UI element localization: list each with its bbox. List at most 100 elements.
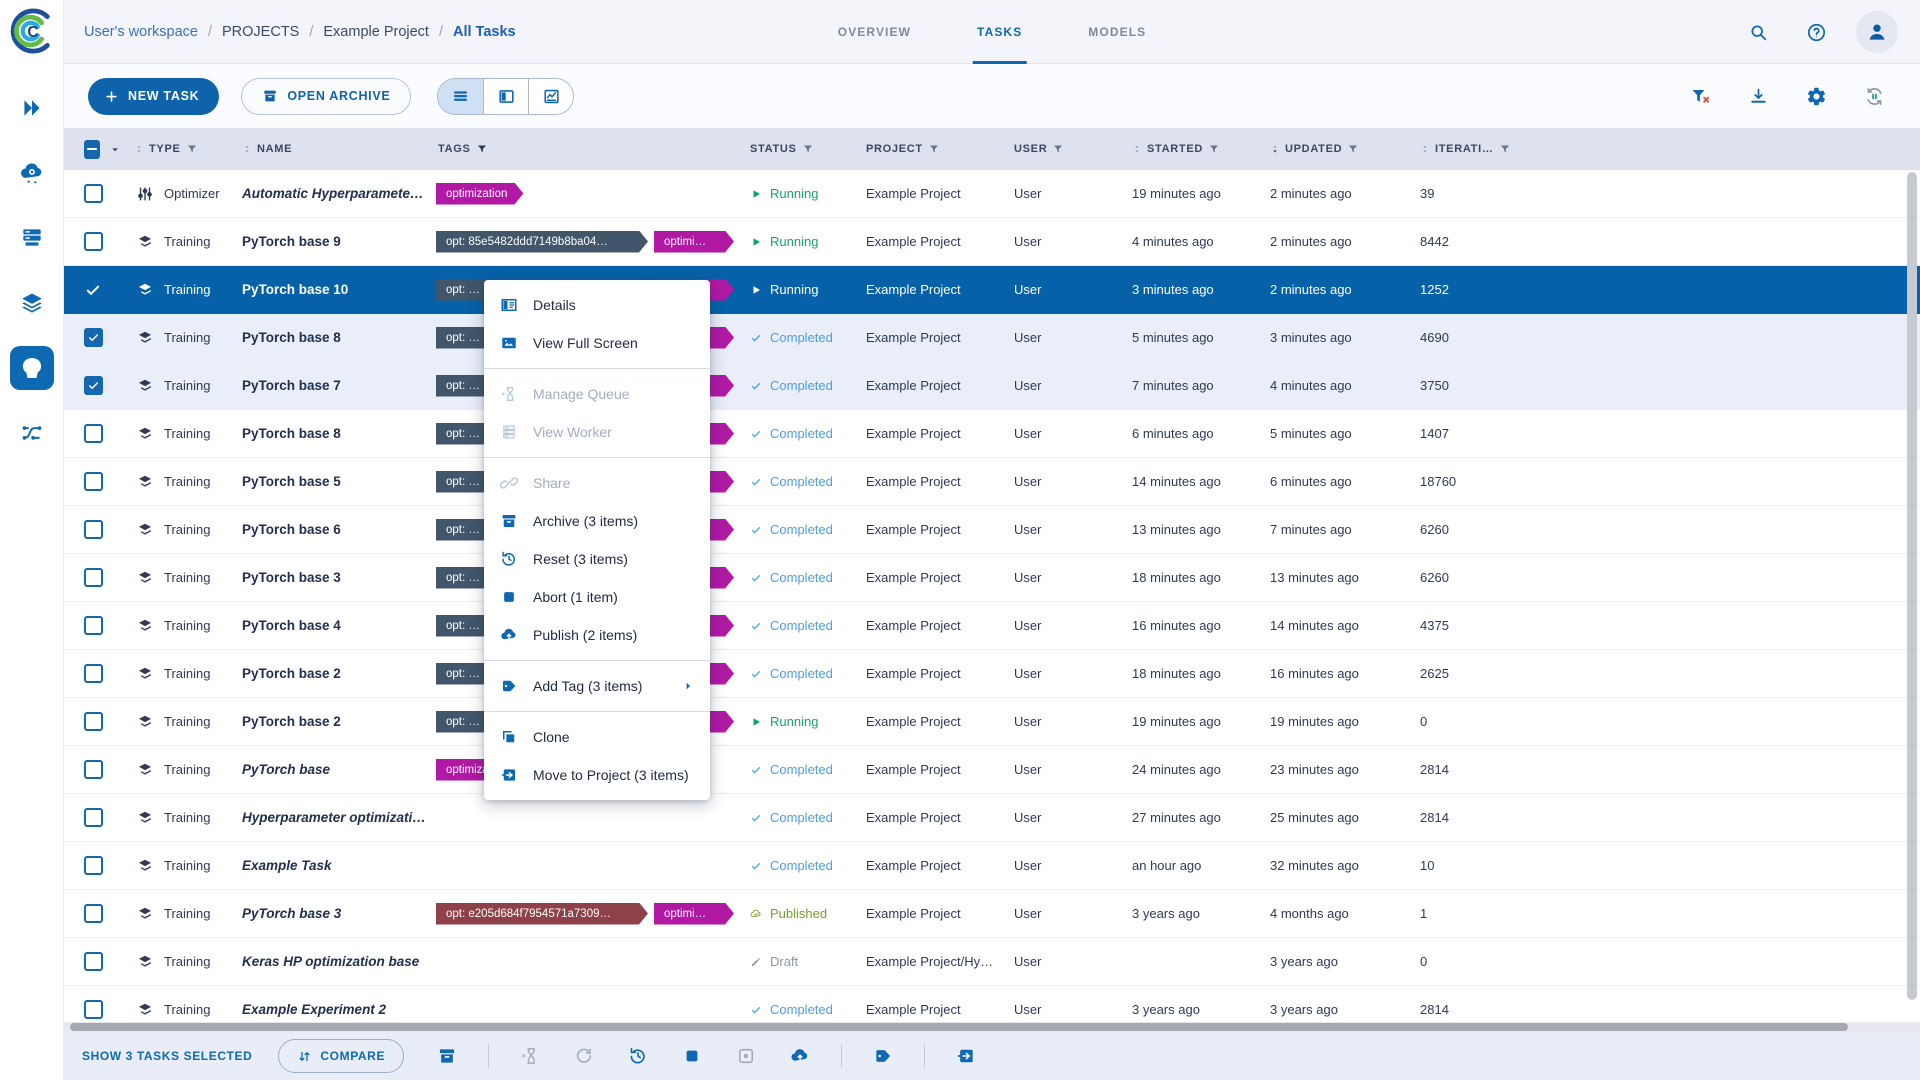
menu-item-add-tag-3-items[interactable]: Add Tag (3 items) [484, 667, 710, 705]
search-button[interactable] [1740, 14, 1776, 50]
row-checkbox[interactable] [84, 232, 103, 251]
table-row[interactable]: Training Example Task Completed Example Pro… [64, 842, 1920, 890]
user-avatar[interactable] [1856, 11, 1898, 53]
menu-item-view-full-screen[interactable]: View Full Screen [484, 324, 710, 362]
table-row[interactable]: Training Keras HP optimization base Draft E… [64, 938, 1920, 986]
row-checkbox[interactable] [84, 952, 103, 971]
breadcrumb-item[interactable]: All Tasks [452, 23, 516, 40]
help-button[interactable] [1798, 14, 1834, 50]
row-checkbox[interactable] [84, 1000, 103, 1019]
column-header-status[interactable]: STATUS [738, 143, 854, 155]
table-row[interactable]: Training PyTorch base 3 opt: e205d684f7954… [64, 890, 1920, 938]
breadcrumb-item[interactable]: PROJECTS [222, 23, 300, 40]
sidebar-serving[interactable] [10, 151, 54, 195]
funnel-icon[interactable] [928, 143, 940, 155]
funnel-icon[interactable] [1052, 143, 1064, 155]
menu-item-details[interactable]: Details [484, 286, 710, 324]
task-name[interactable]: Automatic Hyperparamete… [242, 186, 424, 201]
task-name[interactable]: PyTorch base [242, 762, 331, 777]
breadcrumb-item[interactable]: User's workspace [84, 23, 198, 40]
row-checkbox[interactable] [84, 184, 103, 203]
table-row[interactable]: Training PyTorch base optimization Complete… [64, 746, 1920, 794]
menu-item-publish-2-items[interactable]: Publish (2 items) [484, 616, 710, 654]
column-header-project[interactable]: PROJECT [854, 143, 1002, 155]
row-checkbox[interactable] [84, 856, 103, 875]
sidebar-pipelines[interactable] [10, 411, 54, 455]
funnel-icon[interactable] [186, 143, 198, 155]
task-name[interactable]: PyTorch base 8 [242, 330, 341, 345]
task-name[interactable]: Example Experiment 2 [242, 1002, 387, 1017]
task-name[interactable]: PyTorch base 2 [242, 666, 341, 681]
row-checkbox[interactable] [84, 808, 103, 827]
funnel-icon[interactable] [802, 143, 814, 155]
reset-action[interactable] [621, 1039, 655, 1073]
caret-down-icon[interactable] [108, 141, 122, 158]
download-button[interactable] [1742, 80, 1774, 112]
task-name[interactable]: PyTorch base 7 [242, 378, 341, 393]
archive-action[interactable] [430, 1039, 464, 1073]
funnel-icon[interactable] [1208, 143, 1220, 155]
task-name[interactable]: PyTorch base 9 [242, 234, 341, 249]
sidebar-workers-queues[interactable] [10, 216, 54, 260]
column-header-updated[interactable]: UPDATED [1258, 143, 1408, 155]
sidebar-projects[interactable] [9, 346, 54, 390]
column-header-name[interactable]: NAME [230, 143, 426, 155]
auto-refresh-button[interactable] [1858, 80, 1890, 112]
select-all-checkbox[interactable] [84, 139, 100, 159]
clear-filters-button[interactable] [1684, 80, 1716, 112]
table-row[interactable]: Training PyTorch base 9 opt: 85e5482ddd714… [64, 218, 1920, 266]
compare-button[interactable]: COMPARE [278, 1039, 405, 1073]
row-checkbox[interactable] [84, 616, 103, 635]
tab-tasks[interactable]: TASKS [973, 0, 1027, 64]
tab-overview[interactable]: OVERVIEW [834, 0, 915, 64]
task-name[interactable]: PyTorch base 3 [242, 906, 342, 921]
open-archive-button[interactable]: OPEN ARCHIVE [241, 77, 412, 115]
column-header-started[interactable]: STARTED [1120, 143, 1258, 155]
task-name[interactable]: PyTorch base 10 [242, 282, 349, 297]
row-checkbox[interactable] [84, 760, 103, 779]
funnel-icon[interactable] [476, 143, 488, 155]
task-name[interactable]: PyTorch base 2 [242, 714, 341, 729]
split-view-toggle[interactable] [483, 78, 529, 114]
menu-item-clone[interactable]: Clone [484, 718, 710, 756]
table-row[interactable]: Training Example Experiment 2 Completed Exa… [64, 986, 1920, 1022]
menu-item-move-to-project-3-items[interactable]: Move to Project (3 items) [484, 756, 710, 794]
settings-button[interactable] [1800, 80, 1832, 112]
show-selected-button[interactable]: SHOW 3 TASKS SELECTED [82, 1049, 253, 1063]
table-row[interactable]: Optimizer Automatic Hyperparamete… optimiz… [64, 170, 1920, 218]
row-checkbox[interactable] [84, 520, 103, 539]
new-task-button[interactable]: NEW TASK [88, 77, 220, 115]
table-view-toggle[interactable] [438, 78, 484, 114]
task-name[interactable]: Example Task [242, 858, 332, 873]
column-header-user[interactable]: USER [1002, 143, 1120, 155]
abort-action[interactable] [675, 1039, 709, 1073]
task-name[interactable]: PyTorch base 6 [242, 522, 341, 537]
row-checkbox[interactable] [84, 424, 103, 443]
task-name[interactable]: Hyperparameter optimizati… [242, 810, 426, 825]
publish-action[interactable] [783, 1039, 817, 1073]
column-header-tags[interactable]: TAGS [426, 143, 738, 155]
funnel-icon[interactable] [1347, 143, 1359, 155]
horizontal-scrollbar[interactable] [70, 1023, 1848, 1031]
sidebar-datasets[interactable] [10, 281, 54, 325]
sidebar-expand[interactable] [10, 86, 54, 130]
clearml-logo[interactable]: C [9, 8, 55, 54]
menu-item-reset-3-items[interactable]: Reset (3 items) [484, 540, 710, 578]
row-checkbox[interactable] [84, 568, 103, 587]
row-checkbox[interactable] [84, 904, 103, 923]
column-header-type[interactable]: TYPE [122, 143, 230, 155]
chart-view-toggle[interactable] [528, 78, 574, 114]
task-name[interactable]: Keras HP optimization base [242, 954, 420, 969]
task-name[interactable]: PyTorch base 4 [242, 618, 341, 633]
add-tag-action[interactable] [866, 1039, 900, 1073]
menu-item-archive-3-items[interactable]: Archive (3 items) [484, 502, 710, 540]
